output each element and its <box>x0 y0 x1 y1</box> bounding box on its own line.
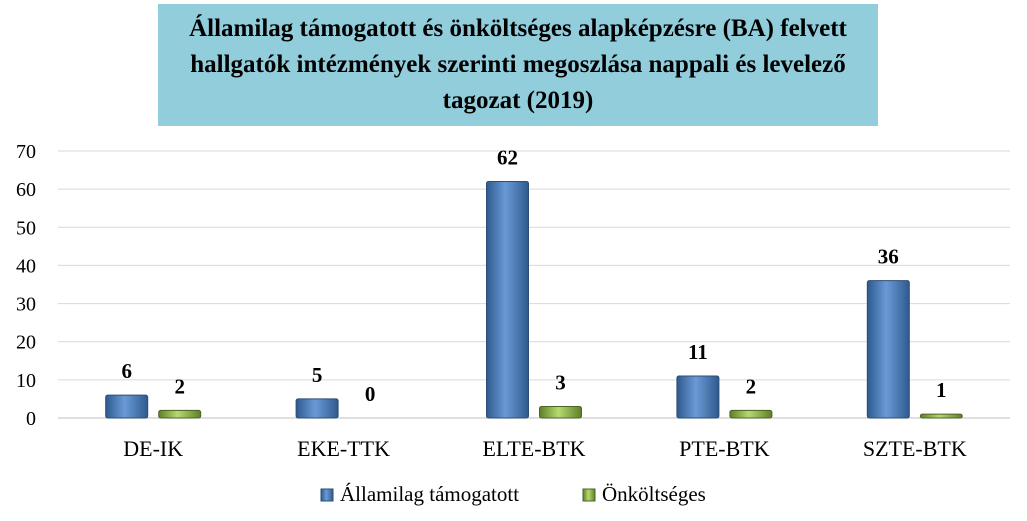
gridlines <box>58 150 1010 419</box>
data-label: 36 <box>878 245 899 269</box>
bar-onkoltseges <box>919 413 963 419</box>
data-label: 2 <box>746 374 757 398</box>
bar-onkoltseges <box>539 406 582 419</box>
y-tick-label: 60 <box>16 179 36 201</box>
data-label: 1 <box>936 378 947 402</box>
data-label: 0 <box>365 382 376 406</box>
bar-allamilag <box>866 280 910 419</box>
bar-allamilag <box>295 398 339 419</box>
bar-allamilag <box>486 181 529 419</box>
data-label: 62 <box>497 146 518 170</box>
y-tick-label: 30 <box>16 294 36 316</box>
chart-title: Államilag támogatott és önköltséges alap… <box>189 15 847 114</box>
legend-swatch <box>320 488 334 502</box>
y-axis: 0 10 20 30 40 50 60 70 <box>16 141 36 430</box>
legend-label: Államilag támogatott <box>340 482 519 506</box>
bar-onkoltseges <box>729 409 773 419</box>
bar-allamilag <box>105 394 149 419</box>
x-tick-label: ELTE-BTK <box>482 436 585 461</box>
legend-label: Önköltséges <box>602 482 706 506</box>
data-label: 11 <box>688 340 708 364</box>
chart-title-box: Államilag támogatott és önköltséges alap… <box>158 4 878 126</box>
y-tick-label: 20 <box>16 332 36 354</box>
data-label: 3 <box>555 371 566 395</box>
x-axis: DE-IK EKE-TTK ELTE-BTK PTE-BTK SZTE-BTK <box>123 436 967 461</box>
x-tick-label: PTE-BTK <box>679 436 770 461</box>
y-tick-label: 40 <box>16 255 36 277</box>
data-label: 2 <box>174 374 185 398</box>
y-tick-label: 10 <box>16 370 36 392</box>
x-tick-label: DE-IK <box>123 436 183 461</box>
y-tick-label: 0 <box>26 408 36 430</box>
x-tick-label: SZTE-BTK <box>863 436 967 461</box>
y-tick-label: 70 <box>16 141 36 163</box>
bar-onkoltseges <box>158 409 202 419</box>
bars <box>105 181 963 419</box>
data-label: 5 <box>312 363 323 387</box>
bar-allamilag <box>676 375 720 419</box>
x-tick-label: EKE-TTK <box>297 436 390 461</box>
y-tick-label: 50 <box>16 217 36 239</box>
legend: Államilag támogatott Önköltséges <box>320 482 706 506</box>
legend-swatch <box>582 488 596 502</box>
data-label: 6 <box>121 359 132 383</box>
